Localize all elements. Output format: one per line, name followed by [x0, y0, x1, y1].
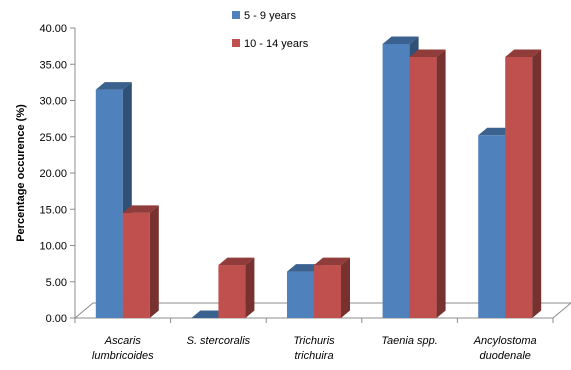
x-category-label-line: S. stercoralis — [187, 335, 251, 347]
bar-front — [95, 89, 123, 318]
x-category-label-line: trichuira — [294, 350, 333, 362]
bar — [409, 49, 446, 318]
bar-side — [149, 205, 159, 318]
x-category-label: Ascaris lumbricoides — [92, 335, 154, 362]
bar-front — [287, 271, 314, 318]
bar-side — [436, 49, 446, 318]
bar-front — [122, 212, 150, 318]
y-tick-label: 15.00 — [39, 204, 67, 216]
legend-label: 10 - 14 years — [244, 38, 309, 50]
x-category-label-line: Ancylostoma — [473, 335, 537, 347]
bar-top — [95, 82, 132, 90]
legend-swatch — [232, 39, 240, 47]
bar-side — [341, 257, 350, 318]
x-category-label: Ancylostoma duodenale — [473, 335, 537, 362]
bar-top — [218, 257, 255, 266]
bar-top — [382, 36, 419, 44]
x-category-label-line: Ascaris — [104, 335, 142, 347]
legend-swatch — [232, 11, 240, 19]
bar-top — [314, 257, 350, 266]
bar-front — [478, 135, 506, 318]
bar — [218, 257, 255, 318]
x-category-label-line: Taenia spp. — [381, 335, 437, 347]
y-tick-label: 35.00 — [39, 59, 67, 71]
legend-label: 5 - 9 years — [244, 10, 296, 22]
bar — [314, 257, 350, 318]
y-tick-label: 40.00 — [39, 23, 67, 35]
bar — [122, 205, 159, 318]
x-category-label-line: lumbricoides — [92, 350, 154, 362]
y-tick-label: 20.00 — [39, 168, 67, 180]
bar-front — [218, 265, 246, 318]
y-tick-label: 0.00 — [46, 313, 67, 325]
bar-top — [409, 49, 446, 57]
x-category-label-line: Trichuris — [293, 335, 335, 347]
x-category-label: S. stercoralis — [187, 335, 251, 347]
bar-front — [409, 57, 437, 318]
y-tick-label: 25.00 — [39, 132, 67, 144]
y-tick-label: 5.00 — [46, 277, 67, 289]
x-category-label: Trichuris trichuira — [293, 335, 335, 362]
bar-front — [505, 57, 533, 318]
bar — [505, 49, 542, 318]
bar-top — [505, 49, 542, 57]
bar-side — [245, 257, 255, 318]
y-axis-title: Percentage occurence (%) — [15, 104, 27, 242]
bar-front — [382, 43, 410, 318]
y-tick-label: 10.00 — [39, 241, 67, 253]
x-category-label: Taenia spp. — [381, 335, 437, 347]
bar-top — [122, 205, 159, 213]
x-category-label-line: duodenale — [480, 350, 531, 362]
bar-side — [532, 49, 542, 318]
bar-front — [314, 265, 341, 318]
y-tick-label: 30.00 — [39, 96, 67, 108]
